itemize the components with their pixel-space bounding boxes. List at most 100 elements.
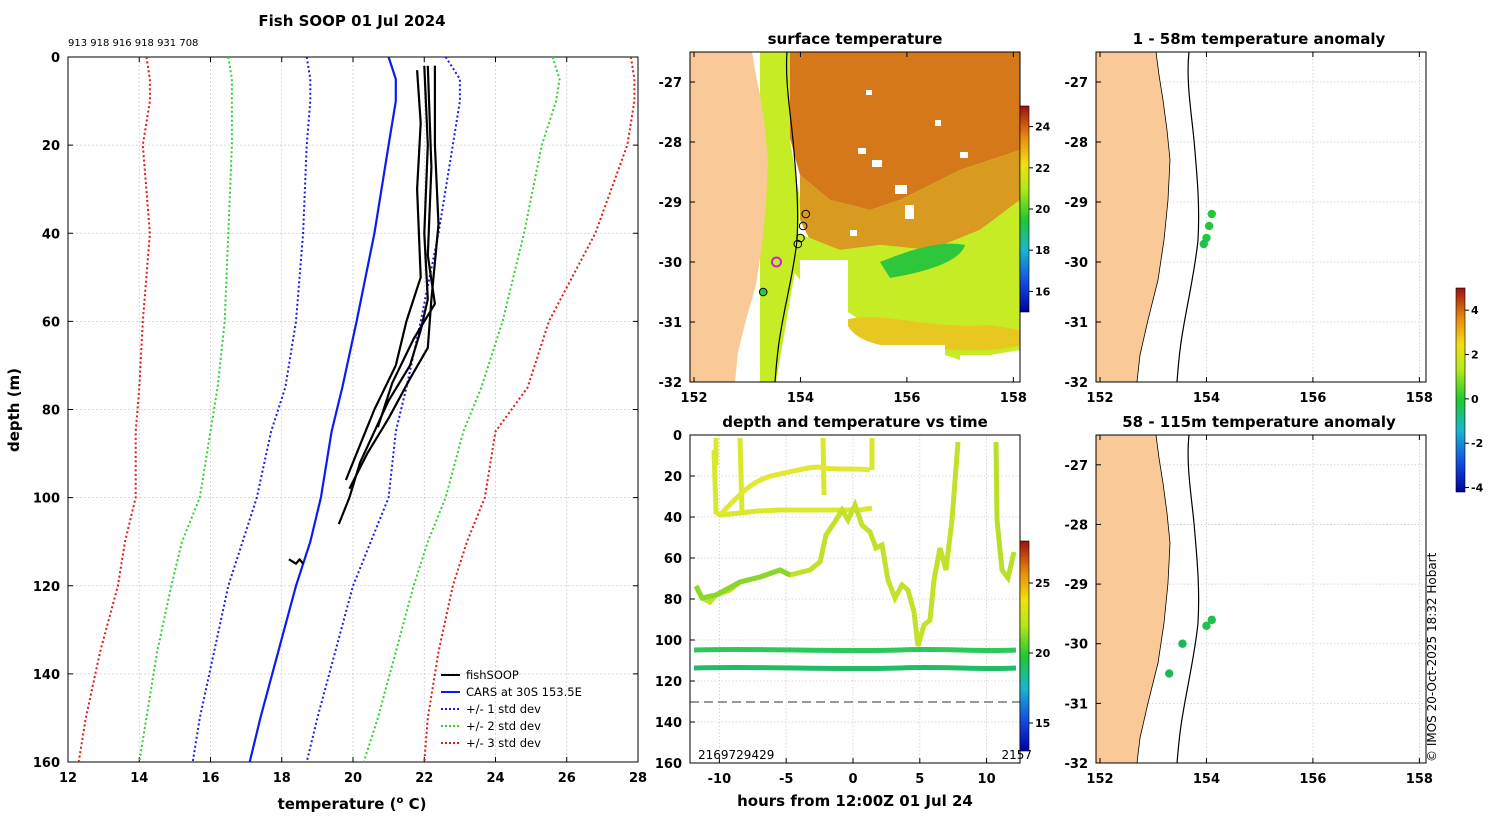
timeseries-grid [690,435,1020,763]
drop-ids-label: 913 918 916 918 931 708 [68,38,198,49]
profile-y-ticks: 0 20 40 60 80 100 120 140 160 [33,51,638,771]
track-105m [693,646,1017,654]
cloud-gap [866,90,872,95]
anom-deep-title: 58 - 115m temperature anomaly [1122,413,1396,431]
x-tick-label: 24 [486,771,504,786]
drop-marker [793,239,803,249]
sst-map-content [690,52,1020,382]
y-tick-label: -30 [1065,638,1089,653]
x-tick-label: 156 [893,391,920,406]
colorbar-tick-label: 18 [1035,244,1050,257]
drop-marker [758,287,768,297]
profile-title: Fish SOOP 01 Jul 2024 [258,12,445,30]
y-tick-label: -28 [1065,518,1089,533]
x-tick-label: 12 [59,771,77,786]
anom-shallow-y-ticks: -27 -28 -29 -30 -31 -32 [1065,76,1101,391]
profile-y-label: depth (m) [5,368,23,452]
sst-y-ticks: -27 -28 -29 -30 -31 -32 [659,76,695,391]
y-tick-label: 80 [42,404,60,419]
profile-x-label-sup: o [396,795,403,806]
profile-panel: Fish SOOP 01 Jul 2024 913 918 916 918 93… [5,12,647,813]
series--2-std-dev [362,56,561,763]
sst-land [690,52,768,382]
y-tick-label: -32 [659,376,683,391]
anomaly-point [1178,639,1187,648]
drop-marker [796,233,805,243]
anom-shallow-x-ticks: 152 154 156 158 [1086,52,1433,406]
drop-marker [801,209,811,219]
colorbar-tick-label: -4 [1471,482,1484,495]
cloud-gap [960,152,968,158]
anom-shallow-grid [1096,52,1426,382]
y-tick-label: 140 [655,716,682,731]
cloud-gap [800,260,848,382]
profile-x-ticks: 12 14 16 18 20 22 24 26 28 [59,57,647,786]
anomaly-point [1204,221,1214,231]
legend-cars: CARS at 30S 153.5E [466,685,582,699]
timeseries-note-right: 2157 [1001,748,1032,762]
anomaly-point [1207,615,1216,625]
x-tick-label: 5 [915,772,924,787]
y-tick-label: 100 [655,634,682,649]
anom-deep-contour [1176,434,1200,764]
y-tick-label: -28 [659,136,683,151]
timeseries-y-ticks: 0 20 40 60 80 100 120 140 160 [655,429,695,772]
colorbar-tick-label: 16 [1035,285,1051,298]
profile-lines [77,56,636,763]
x-tick-label: 152 [1086,772,1113,787]
sst-map-title: surface temperature [768,30,943,48]
anom-deep-frame [1095,434,1427,764]
y-tick-label: 0 [673,429,682,444]
series-fishsoop [376,65,436,428]
track-upper-2 [718,464,871,517]
anom-deep-grid [1096,435,1426,763]
x-tick-label: 158 [1000,391,1027,406]
sst-cold-eddy [880,243,965,278]
colorbar-tick-label: 24 [1035,121,1051,134]
track-upper [711,449,873,518]
sst-colorbar-ticks: 24 22 20 18 16 [1029,121,1051,298]
series--1-std-dev [191,56,312,763]
sst-coastal-strip [760,52,800,382]
series-fishsoop [348,65,440,490]
y-tick-label: -31 [659,316,683,331]
y-tick-label: 0 [51,51,60,66]
legend-fishsoop: fishSOOP [466,668,519,682]
colorbar-tick-label: 0 [1471,393,1479,406]
y-tick-label: 40 [664,511,682,526]
x-tick-label: -10 [708,772,732,787]
series-fishsoop [344,70,422,481]
y-tick-label: 20 [42,139,60,154]
drop-marker [771,256,782,268]
anom-deep-panel: 58 - 115m temperature anomaly 152 154 156 1… [1065,413,1433,787]
x-tick-label: 16 [201,771,219,786]
x-tick-label: 158 [1406,391,1433,406]
x-tick-label: 154 [1193,772,1220,787]
sst-mid-region [800,150,1020,250]
colorbar-tick-label: 20 [1035,647,1051,660]
anom-colorbar [1455,287,1466,493]
x-tick-label: -5 [779,772,793,787]
y-tick-label: -29 [659,196,683,211]
x-tick-label: 18 [273,771,291,786]
y-tick-label: 60 [42,315,60,330]
track-lower-green [693,567,792,601]
y-tick-label: -32 [1065,376,1089,391]
y-tick-label: -31 [1065,316,1089,331]
colorbar-tick-label: 20 [1035,203,1051,216]
profile-legend: fishSOOP CARS at 30S 153.5E +/- 1 std de… [441,668,582,750]
series--1-std-dev [305,56,461,763]
anom-deep-land [1095,434,1171,764]
sst-southern-warm [845,317,1020,351]
legend-std1: +/- 1 std dev [466,702,541,716]
cloud-gap [935,120,941,126]
credit-text: © IMOS 20-Oct-2025 18:32 Hobart [1425,552,1439,762]
x-tick-label: 0 [848,772,857,787]
x-tick-label: 154 [787,391,814,406]
y-tick-label: 140 [33,668,60,683]
y-tick-label: 160 [33,756,60,771]
anom-deep-y-ticks: -27 -28 -29 -30 -31 -32 [1065,459,1101,772]
anom-shallow-contour [1176,51,1200,383]
y-tick-label: 20 [664,470,682,485]
